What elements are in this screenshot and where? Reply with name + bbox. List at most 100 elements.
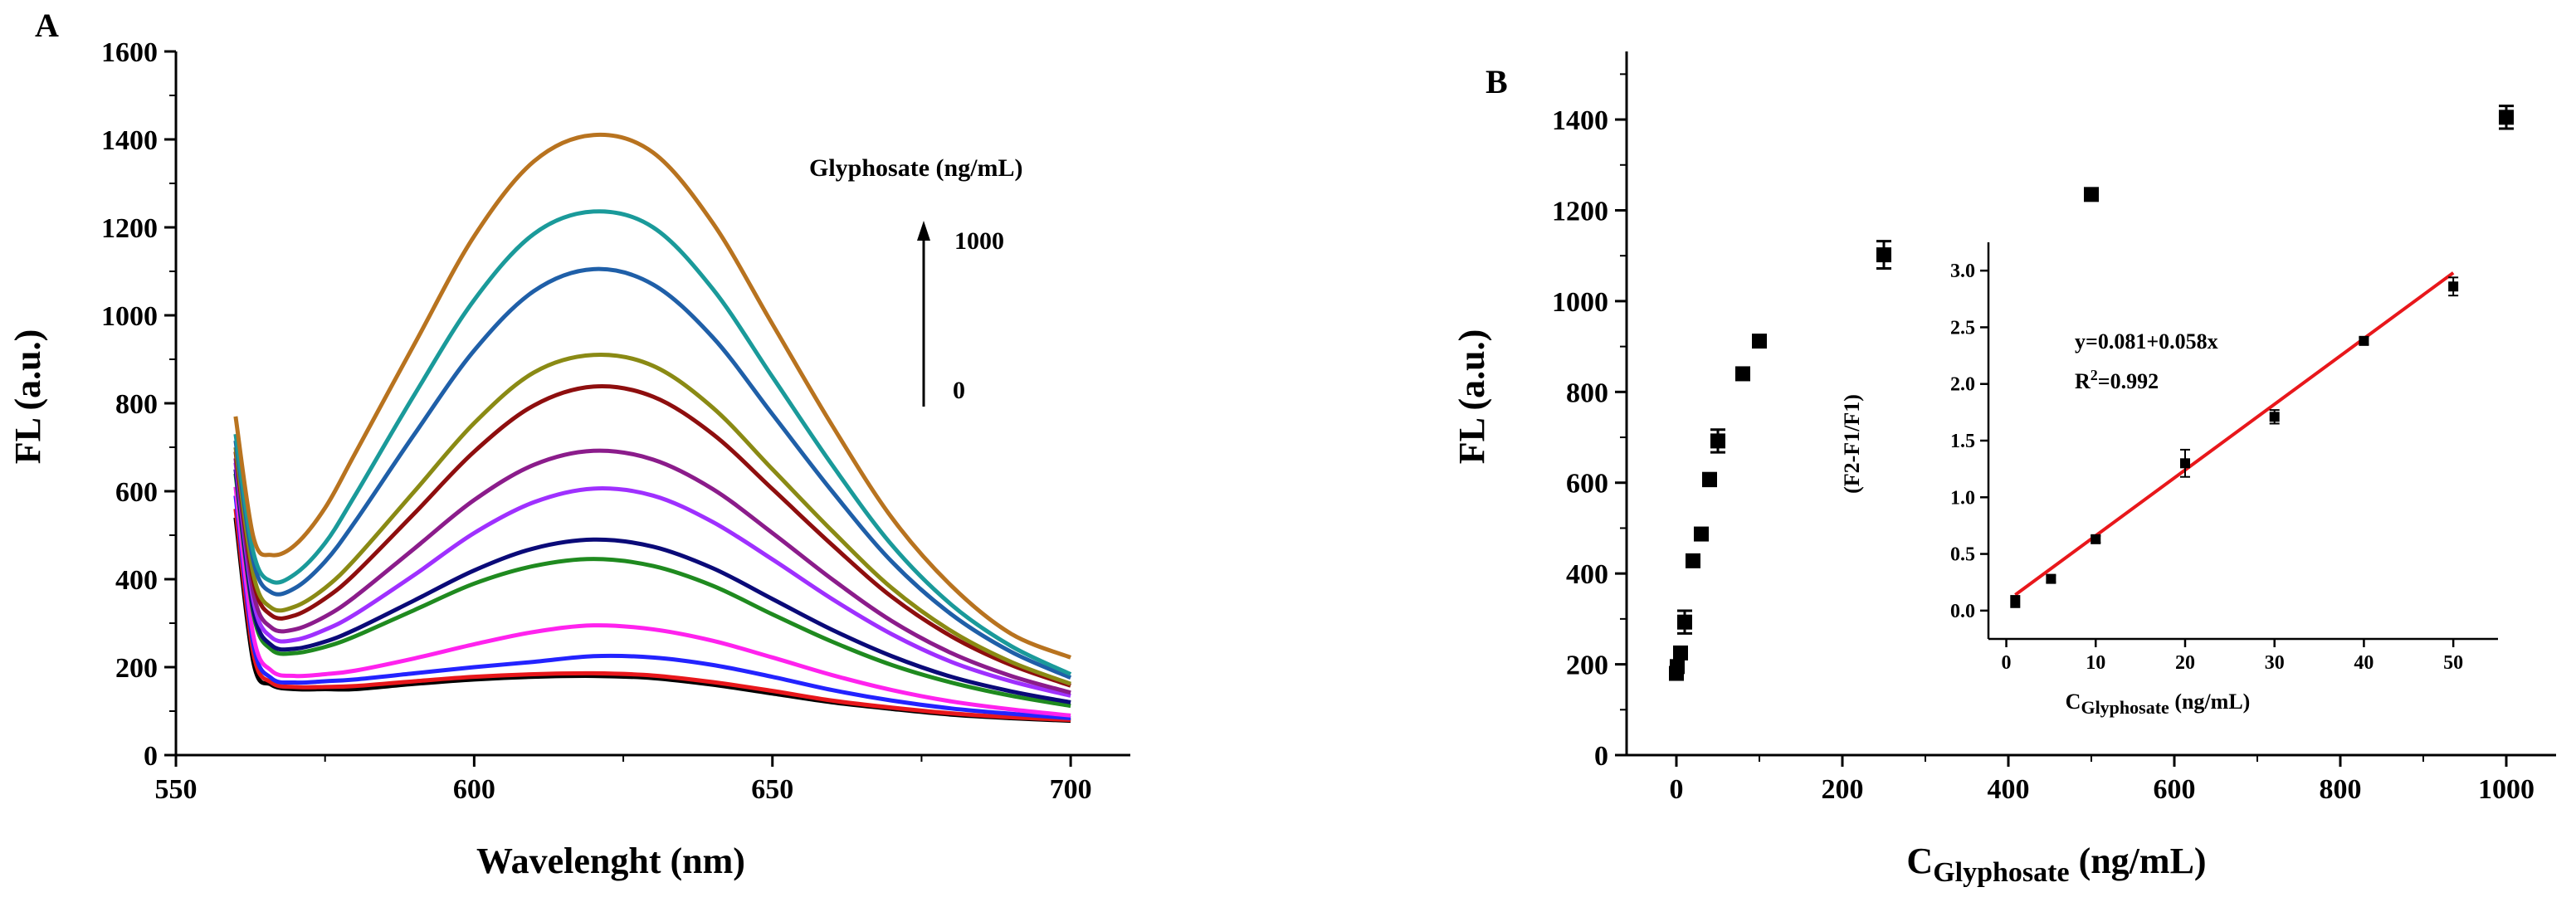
spectrum-line	[233, 448, 1071, 695]
panel-a: A 550 600 650 700 0 200 400 600 800 1000 1200 1400 1…	[7, 7, 1130, 881]
panel-b-x-title-main: C	[1906, 841, 1933, 881]
panel-a-x-tick-label: 650	[751, 774, 793, 805]
r2-superscript: 2	[2091, 367, 2098, 383]
inset-x-title-main: C	[2066, 690, 2081, 714]
panel-b-y-axis-title: FL (a.u.)	[1451, 329, 1492, 465]
panel-b-inset: 0 10 20 30 40 50 0.0 0.5 1.0 1.5 2.0 2.5 3.0 CGlypho…	[1840, 242, 2498, 718]
panel-b-y-tick-label: 200	[1566, 651, 1608, 681]
inset-data-point	[2010, 596, 2021, 607]
data-point	[1670, 659, 1685, 675]
spectrum-line	[233, 209, 1072, 676]
panel-a-x-tick-label: 550	[155, 774, 198, 805]
panel-a-plot-area: 550 600 650 700 0 200 400 600 800 1000 1200 1400 160…	[101, 37, 1130, 805]
inset-x-tick-label: 20	[2175, 652, 2195, 674]
panel-a-y-tick-label: 1600	[101, 37, 158, 68]
data-point	[1694, 526, 1709, 542]
inset-y-tick-label: 0.5	[1950, 544, 1975, 566]
spectrum-line	[233, 132, 1072, 660]
inset-x-tick-label: 10	[2086, 652, 2105, 674]
panel-b-x-tick-label: 800	[2320, 774, 2362, 805]
inset-x-tick-label: 50	[2443, 652, 2463, 674]
panel-a-y-tick-label: 600	[115, 477, 158, 508]
linear-fit-line	[2014, 271, 2455, 597]
inset-data-point	[2046, 573, 2056, 584]
panel-a-x-tick-label: 600	[453, 774, 495, 805]
panel-b-x-tick-label: 1000	[2478, 774, 2535, 805]
panel-b-x-axis-title: CGlyphosate (ng/mL)	[1906, 841, 2206, 888]
annotation-arrow-head	[917, 221, 930, 241]
spectrum-line	[233, 508, 1071, 723]
data-point	[1876, 247, 1891, 263]
panel-a-y-axis-title: FL (a.u.)	[7, 329, 48, 465]
panel-b-y-tick-label: 1200	[1552, 196, 1608, 227]
spectrum-line	[233, 266, 1072, 680]
inset-data-point	[2179, 458, 2190, 469]
inset-y-axis-title: (F2-F1/F1)	[1840, 394, 1864, 494]
panel-a-y-tick-label: 800	[115, 389, 158, 420]
inset-data-point	[2269, 412, 2280, 422]
panel-a-x-tick-label: 700	[1050, 774, 1092, 805]
inset-x-title-sub: Glyphosate	[2081, 697, 2169, 718]
panel-a-y-tick-label: 1200	[101, 213, 158, 244]
panel-b-y-tick-label: 800	[1566, 378, 1608, 408]
inset-x-tick-label: 0	[2002, 652, 2012, 674]
spectrum-line	[233, 462, 1071, 698]
data-point	[1677, 614, 1692, 630]
panel-a-y-tick-label: 1000	[101, 301, 158, 332]
fit-equation: y=0.081+0.058x	[2075, 329, 2218, 353]
panel-a-y-tick-label: 200	[115, 653, 158, 684]
inset-x-tick-label: 40	[2354, 652, 2374, 674]
panel-b-label: B	[1486, 63, 1508, 100]
data-point	[1752, 334, 1767, 349]
panel-b-x-tick-label: 600	[2154, 774, 2196, 805]
spectrum-line	[233, 352, 1071, 686]
inset-data-point	[2091, 534, 2101, 544]
inset-data-point	[2359, 335, 2369, 346]
panel-b-y-tick-label: 600	[1566, 469, 1608, 500]
r2-value: =0.992	[2098, 369, 2159, 393]
data-point	[1735, 366, 1750, 382]
fit-r-squared: R2=0.992	[2075, 367, 2159, 393]
panel-a-y-tick-label: 400	[115, 565, 158, 596]
data-point	[2084, 187, 2099, 202]
annotation-bottom-label: 0	[953, 377, 965, 404]
panel-b-x-title-unit: (ng/mL)	[2070, 841, 2207, 881]
panel-b-x-tick-label: 0	[1670, 774, 1684, 805]
annotation-top-label: 1000	[954, 227, 1004, 255]
panel-b-x-title-sub: Glyphosate	[1933, 857, 2069, 888]
inset-y-tick-label: 1.0	[1950, 487, 1975, 509]
spectrum-line	[233, 486, 1071, 718]
data-point	[2499, 110, 2514, 125]
data-point	[1702, 471, 1717, 487]
inset-y-tick-label: 2.5	[1950, 317, 1975, 339]
spectrum-line	[233, 469, 1071, 704]
spectrum-line	[233, 495, 1071, 720]
panel-a-x-axis-title: Wavelenght (nm)	[476, 841, 745, 881]
panel-b-x-tick-label: 400	[1988, 774, 2030, 805]
panel-b: B 0 200 400 600 800 1000020040060080010001200…	[1451, 51, 2556, 888]
inset-y-tick-label: 0.0	[1950, 601, 1975, 622]
panel-b-y-tick-label: 0	[1594, 741, 1608, 772]
inset-x-tick-label: 30	[2265, 652, 2285, 674]
inset-plot-area: 0 10 20 30 40 50 0.0 0.5 1.0 1.5 2.0 2.5 3.0	[1950, 242, 2498, 674]
annotation-title: Glyphosate (ng/mL)	[809, 154, 1023, 182]
inset-y-tick-label: 2.0	[1950, 374, 1975, 396]
spectrum-line	[233, 473, 1071, 709]
r2-prefix: R	[2075, 369, 2091, 393]
inset-y-tick-label: 3.0	[1950, 261, 1975, 282]
panel-b-x-tick-label: 200	[1822, 774, 1864, 805]
inset-x-axis-title: CGlyphosate (ng/mL)	[2066, 690, 2251, 718]
data-point	[1710, 433, 1725, 449]
spectrum-line	[233, 383, 1071, 688]
panel-b-plot-area: 0 200 400 600 800 100002004006008001000120014…	[1552, 51, 2556, 805]
panel-b-y-tick-label: 1400	[1552, 105, 1608, 136]
panel-a-label: A	[35, 7, 59, 44]
data-point	[1673, 645, 1688, 661]
panel-b-y-tick-label: 1000	[1552, 287, 1608, 318]
concentration-annotation: Glyphosate (ng/mL) 1000 0	[809, 154, 1023, 407]
panel-a-y-tick-label: 1400	[101, 125, 158, 156]
inset-data-point	[2448, 281, 2459, 292]
inset-y-tick-label: 1.5	[1950, 431, 1975, 452]
inset-x-title-unit: (ng/mL)	[2169, 690, 2251, 714]
